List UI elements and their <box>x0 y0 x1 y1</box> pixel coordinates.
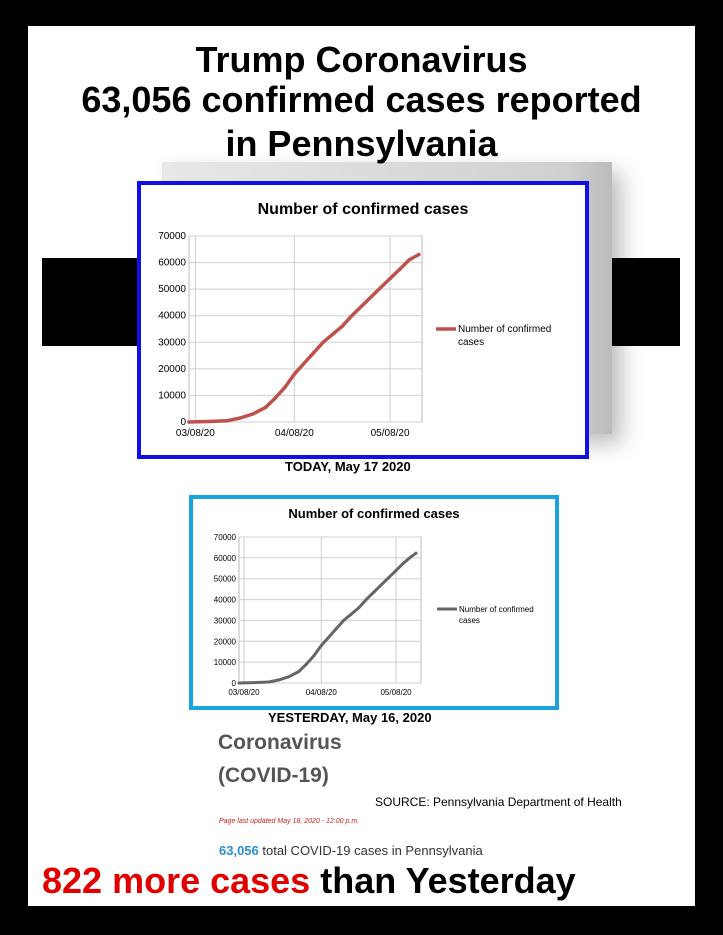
bottom-line: 822 more cases than Yesterday <box>42 860 576 902</box>
y-tick-label: 50000 <box>214 575 237 584</box>
data-point <box>292 372 297 376</box>
data-point <box>378 286 383 290</box>
covid-title-line2: (COVID-19) <box>218 764 329 787</box>
black-bar-left <box>42 258 142 346</box>
y-tick-label: 60000 <box>214 554 237 563</box>
data-point <box>304 662 308 666</box>
x-tick-label: 03/08/20 <box>176 428 215 439</box>
legend-label-cont: cases <box>459 616 480 625</box>
data-point <box>372 590 376 594</box>
chart-yesterday-frame: Number of confirmed cases 0 10000 20000 3000… <box>189 495 559 710</box>
y-tick-label: 10000 <box>214 658 237 667</box>
plot-area <box>188 235 423 423</box>
data-point <box>379 583 383 587</box>
data-point <box>407 258 411 262</box>
x-tick-label: 05/08/20 <box>371 428 410 439</box>
data-point <box>206 419 210 424</box>
data-point <box>394 568 398 572</box>
data-point <box>277 678 281 682</box>
caption-yesterday: YESTERDAY, May 16, 2020 <box>268 710 432 725</box>
data-point <box>349 612 353 616</box>
data-point <box>414 551 418 555</box>
y-tick-label: 70000 <box>158 231 186 242</box>
plot-area <box>238 536 422 684</box>
y-tick-label: 10000 <box>158 390 186 401</box>
data-point <box>297 670 301 673</box>
headline-line2: 63,056 confirmed cases reported <box>81 79 642 120</box>
data-point <box>311 351 316 355</box>
y-tick-label: 20000 <box>214 637 237 646</box>
total-cases-line: 63,056 total COVID-19 cases in Pennsylva… <box>219 843 483 858</box>
legend-label: Number of confirmed <box>458 324 551 335</box>
data-point <box>342 618 346 622</box>
total-cases-text: total COVID-19 cases in Pennsylvania <box>258 843 483 858</box>
total-cases-number: 63,056 <box>219 843 259 858</box>
data-point <box>327 635 331 639</box>
x-tick-label: 05/08/20 <box>380 688 412 697</box>
data-point <box>287 675 291 679</box>
data-point <box>330 332 335 337</box>
y-tick-label: 0 <box>180 417 186 428</box>
data-point <box>350 313 354 318</box>
chart-today: Number of confirmed cases 0 10000 20000 3000… <box>158 201 551 439</box>
source-text: SOURCE: Pennsylvania Department of Healt… <box>375 795 622 809</box>
data-point <box>319 644 323 647</box>
legend-label-cont: cases <box>458 337 484 348</box>
data-point <box>359 304 364 309</box>
covid-title-line1: Coronavirus <box>218 731 342 754</box>
data-point <box>397 267 402 271</box>
x-tick-label: 04/08/20 <box>275 428 314 439</box>
data-point <box>402 561 405 565</box>
x-tick-label: 04/08/20 <box>306 688 338 697</box>
data-point <box>417 252 421 257</box>
data-point <box>252 681 256 685</box>
chart-yesterday: Number of confirmed cases 0 10000 20000 3000… <box>214 506 534 697</box>
legend-label: Number of confirmed <box>459 605 534 614</box>
chart-today-frame: Number of confirmed cases 0 10000 20000 3000… <box>137 181 589 459</box>
y-tick-label: 50000 <box>158 284 186 295</box>
y-tick-label: 30000 <box>214 616 237 625</box>
data-point <box>321 340 325 345</box>
data-point <box>312 654 316 658</box>
black-bar-right <box>610 258 680 346</box>
data-point <box>369 295 373 299</box>
y-tick-label: 70000 <box>214 533 237 542</box>
data-point <box>409 555 413 559</box>
data-point <box>340 324 344 329</box>
data-point <box>237 681 241 685</box>
data-point <box>273 396 277 400</box>
data-point <box>283 385 287 390</box>
data-point <box>387 576 391 580</box>
y-tick-label: 20000 <box>158 364 186 375</box>
series-line <box>187 252 421 424</box>
data-point <box>334 627 338 631</box>
y-tick-label: 30000 <box>158 337 186 348</box>
data-point <box>263 405 268 410</box>
y-tick-label: 0 <box>232 679 237 688</box>
data-point <box>187 420 191 424</box>
y-tick-label: 40000 <box>214 596 237 605</box>
bottom-line-red: 822 more cases <box>42 860 311 901</box>
chart-title: Number of confirmed cases <box>258 201 469 218</box>
headline-line3: in Pennsylvania <box>225 123 498 164</box>
y-tick-label: 40000 <box>158 311 186 322</box>
data-point <box>357 606 361 610</box>
headline-line1: Trump Coronavirus <box>195 39 528 80</box>
data-point <box>364 598 368 602</box>
data-point <box>267 680 271 684</box>
updated-text: Page last updated May 18, 2020 - 12:00 p… <box>219 818 360 825</box>
data-point <box>388 276 392 281</box>
caption-today: TODAY, May 17 2020 <box>285 459 411 474</box>
data-point <box>302 361 306 366</box>
y-tick-label: 60000 <box>158 258 186 269</box>
chart-title: Number of confirmed cases <box>288 506 459 521</box>
data-point <box>225 418 230 423</box>
data-point <box>238 416 242 420</box>
data-point <box>251 412 255 416</box>
bottom-line-black: than Yesterday <box>310 860 576 901</box>
series-line <box>237 551 418 685</box>
x-tick-label: 03/08/20 <box>228 688 260 697</box>
